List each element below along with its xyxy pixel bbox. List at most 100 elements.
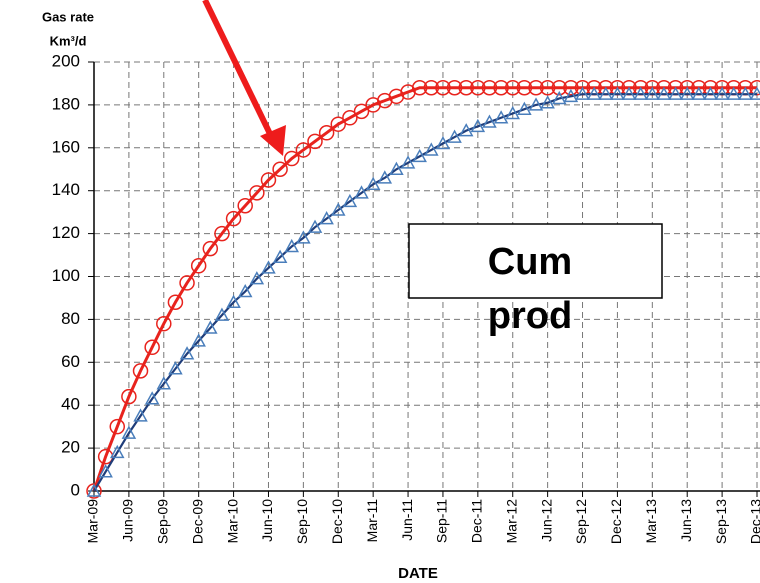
x-tick-label: Mar-12: [503, 499, 519, 544]
marker: [714, 86, 730, 100]
marker: [668, 86, 683, 100]
marker: [679, 86, 695, 100]
marker: [365, 176, 381, 191]
marker: [121, 425, 137, 439]
marker: [179, 346, 195, 360]
x-tick-label: Jun-10: [259, 499, 275, 542]
marker: [109, 444, 125, 459]
marker: [423, 79, 440, 96]
y-tick-label: 160: [52, 137, 80, 156]
marker: [377, 170, 393, 184]
marker: [528, 97, 544, 111]
marker: [517, 101, 532, 115]
x-tick-label: Sep-09: [154, 499, 170, 544]
y-axis-title: Km³/d: [50, 33, 87, 48]
marker: [203, 320, 218, 334]
marker: [202, 240, 219, 257]
x-tick-label: Sep-11: [434, 499, 450, 543]
marker: [296, 230, 311, 244]
marker: [470, 79, 486, 96]
marker: [505, 105, 521, 120]
x-tick-label: Dec-10: [329, 499, 345, 544]
marker: [738, 86, 753, 100]
marker: [563, 79, 579, 96]
marker: [447, 129, 462, 143]
marker: [283, 150, 300, 167]
y-tick-label: 60: [61, 352, 80, 371]
x-tick-label: Jun-09: [120, 499, 136, 542]
marker: [353, 103, 370, 120]
marker: [342, 193, 358, 208]
y-tick-label: 140: [52, 180, 80, 199]
marker: [98, 464, 113, 478]
marker: [481, 79, 498, 96]
marker: [551, 90, 567, 105]
x-tick-label: Jun-11: [399, 499, 415, 541]
marker: [318, 125, 335, 141]
marker: [307, 133, 323, 150]
arrow-head: [260, 125, 286, 156]
marker: [272, 161, 288, 177]
marker: [586, 86, 602, 100]
x-tick-label: Dec-11: [469, 499, 485, 543]
marker: [424, 142, 439, 156]
marker: [551, 79, 568, 96]
marker: [132, 363, 149, 379]
marker: [493, 110, 509, 124]
marker: [272, 249, 288, 263]
annotation: prod: [488, 295, 572, 337]
marker: [144, 391, 160, 405]
marker: [191, 333, 206, 347]
marker: [691, 86, 707, 100]
marker: [330, 116, 347, 132]
marker: [156, 315, 172, 332]
annotation-box: [408, 223, 663, 299]
marker: [86, 483, 102, 497]
marker: [621, 86, 637, 100]
arrow-shaft: [202, 0, 275, 140]
marker: [563, 88, 579, 103]
marker: [179, 275, 195, 291]
marker: [121, 388, 137, 405]
marker: [504, 79, 521, 96]
marker: [458, 123, 474, 137]
marker: [633, 86, 648, 100]
x-tick-label: Jun-12: [538, 499, 554, 542]
marker: [261, 260, 276, 274]
marker: [330, 202, 346, 216]
x-tick-label: Sep-12: [573, 499, 589, 544]
x-tick-label: Dec-13: [748, 499, 760, 544]
y-tick-label: 120: [52, 223, 80, 242]
x-tick-label: Mar-13: [643, 499, 659, 544]
series-line: [92, 86, 757, 492]
marker: [458, 79, 474, 96]
marker: [167, 294, 184, 310]
marker: [749, 86, 760, 100]
marker: [354, 185, 369, 199]
marker: [237, 283, 253, 298]
x-tick-label: Sep-13: [713, 499, 729, 544]
marker: [190, 258, 207, 274]
y-tick-label: 180: [52, 94, 80, 113]
marker: [109, 418, 126, 435]
marker: [656, 86, 672, 100]
marker: [319, 211, 334, 225]
x-tick-label: Dec-12: [608, 499, 624, 544]
marker: [400, 155, 416, 169]
marker: [645, 86, 660, 100]
marker: [342, 110, 358, 126]
marker: [168, 361, 183, 375]
x-tick-label: Dec-09: [189, 499, 205, 544]
x-tick-label: Jun-13: [678, 499, 694, 542]
x-tick-label: Mar-09: [85, 499, 101, 544]
marker: [284, 238, 300, 253]
y-tick-label: 80: [61, 309, 80, 328]
marker: [482, 114, 497, 128]
y-axis-title: Gas rate: [42, 9, 94, 24]
marker: [493, 79, 509, 96]
x-tick-label: Mar-10: [224, 499, 240, 544]
marker: [389, 161, 404, 175]
marker: [726, 86, 742, 100]
y-tick-label: 200: [52, 51, 80, 70]
